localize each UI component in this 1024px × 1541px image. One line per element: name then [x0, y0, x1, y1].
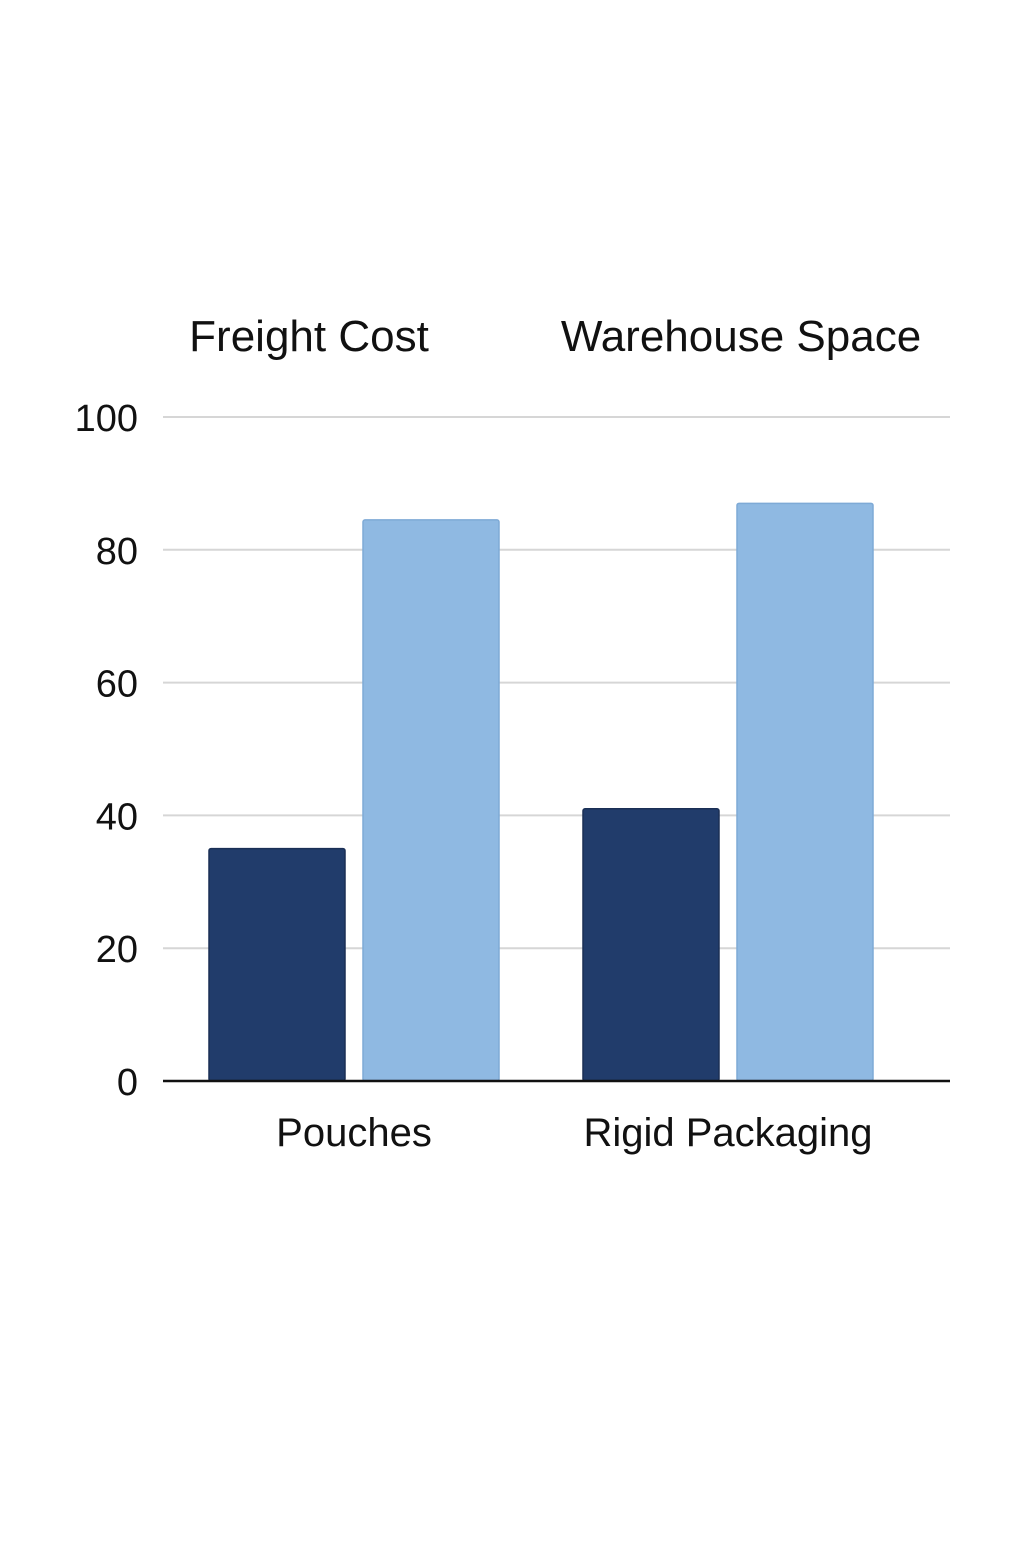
x-tick-label: Rigid Packaging	[583, 1111, 872, 1155]
y-tick-label: 40	[96, 796, 138, 838]
legend-label-warehouse-space: Warehouse Space	[561, 312, 921, 361]
y-tick-label: 0	[117, 1062, 138, 1104]
bar-freight-cost-rigid-packaging	[582, 808, 720, 1082]
bar-warehouse-space-pouches	[362, 519, 500, 1082]
legend-label-freight-cost: Freight Cost	[189, 312, 429, 361]
x-axis-ticks: Pouches Rigid Packaging	[276, 1111, 872, 1155]
x-tick-label: Pouches	[276, 1111, 432, 1155]
y-tick-label: 80	[96, 531, 138, 573]
y-tick-label: 60	[96, 664, 138, 706]
bar-warehouse-space-rigid-packaging	[736, 502, 874, 1082]
y-tick-label: 20	[96, 929, 138, 971]
y-tick-label: 100	[75, 398, 138, 440]
bar-freight-cost-pouches	[208, 847, 346, 1082]
y-axis-ticks: 0 20 40 60 80 100	[75, 398, 138, 1104]
bars	[208, 502, 874, 1082]
legend: Freight Cost Warehouse Space	[189, 312, 921, 361]
